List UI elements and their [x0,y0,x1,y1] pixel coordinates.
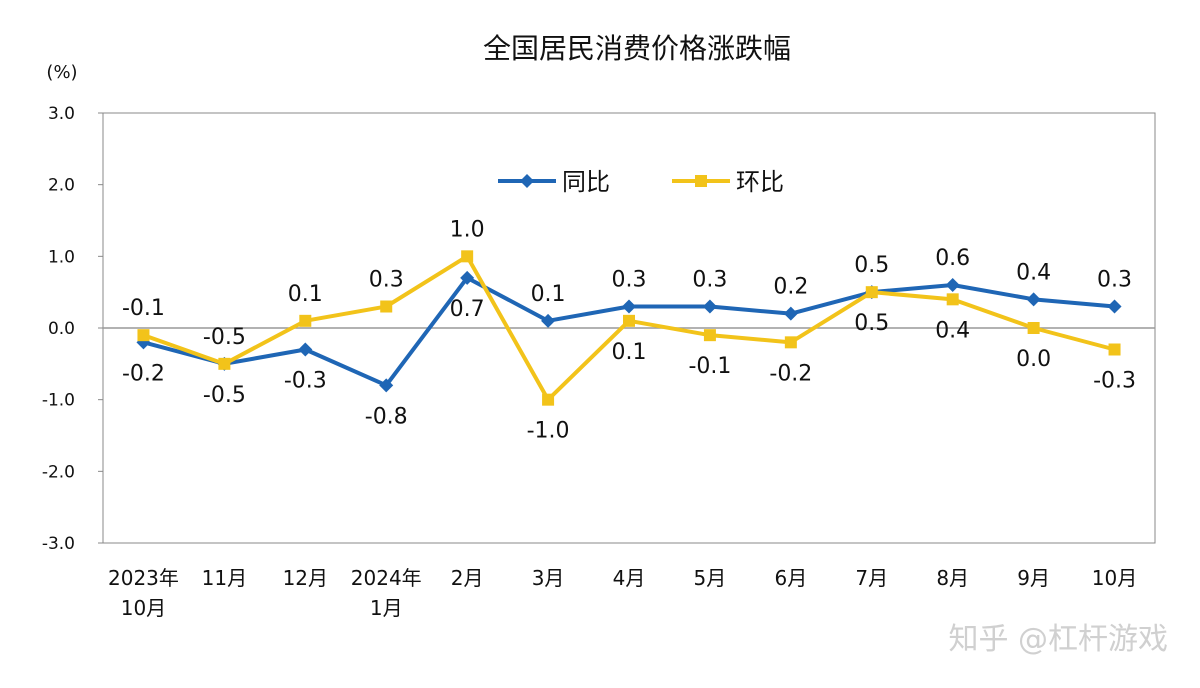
data-label: 0.6 [935,246,970,271]
series-point-0 [622,299,636,314]
data-label: 0.3 [1097,268,1132,293]
y-tick-label: 1.0 [48,247,75,267]
data-label: 0.5 [854,253,889,278]
data-label: 0.4 [935,318,970,343]
data-label: -0.1 [122,296,165,321]
series-point-0 [702,299,717,314]
series-point-1 [865,286,878,299]
x-tick-label: 5月 [694,566,727,590]
data-label: -0.3 [1093,369,1136,394]
x-tick-label: 2月 [451,566,484,590]
data-label: 0.1 [288,282,323,307]
series-point-1 [137,329,150,342]
x-tick-label: 12月 [283,566,328,590]
data-label: -1.0 [527,419,570,444]
data-label: 0.5 [854,311,889,336]
y-tick-label: 3.0 [48,104,75,124]
legend-marker-1 [695,175,707,187]
series-point-0 [1107,299,1122,314]
series-point-1 [380,300,393,313]
data-label: 0.3 [612,268,647,293]
data-label: 0.1 [612,340,647,365]
data-label: -0.2 [122,361,165,386]
data-label: 0.1 [531,282,566,307]
legend-label: 环比 [736,168,784,196]
y-axis-unit: (%) [46,62,77,83]
x-tick-label: 2024年 [351,566,422,590]
y-tick-label: 0.0 [48,319,75,339]
x-tick-label: 10月 [121,596,166,620]
series-point-1 [218,357,231,370]
y-tick-label: -1.0 [42,391,75,411]
series-point-0 [541,313,556,328]
series-point-1 [623,314,635,327]
series-point-1 [461,250,474,263]
x-tick-label: 1月 [370,596,403,620]
x-tick-label: 8月 [936,566,969,590]
x-tick-label: 6月 [774,566,807,590]
series-point-0 [945,278,960,292]
x-tick-label: 2023年 [108,566,179,590]
x-tick-label: 7月 [855,566,888,590]
data-label: 0.3 [369,268,404,293]
y-tick-label: -2.0 [42,462,75,482]
x-tick-label: 3月 [532,566,565,590]
watermark: 知乎 @杠杆游戏 [948,622,1168,657]
series-point-1 [784,336,797,349]
data-label: -0.1 [688,354,731,379]
data-label: 0.3 [692,268,727,293]
series-point-0 [298,342,313,357]
data-label: -0.8 [365,404,408,429]
series-point-0 [783,306,798,321]
legend-label: 同比 [562,168,610,196]
series-point-0 [379,378,394,393]
series-point-1 [1027,322,1040,334]
x-tick-label: 11月 [202,566,247,590]
data-label: 1.0 [450,217,485,242]
x-tick-label: 9月 [1017,566,1050,590]
y-tick-label: 2.0 [48,176,75,196]
series-point-1 [946,293,959,306]
series-point-1 [299,314,312,327]
series-point-0 [460,270,475,285]
data-label: -0.5 [203,383,246,408]
x-tick-label: 4月 [613,566,646,590]
series-point-1 [542,393,555,406]
data-label: 0.4 [1016,260,1051,285]
data-label: 0.7 [450,297,485,322]
y-tick-label: -3.0 [42,534,75,554]
data-label: -0.3 [284,369,327,394]
x-tick-label: 10月 [1092,566,1137,590]
legend-marker-0 [520,174,534,188]
data-label: 0.0 [1016,347,1051,372]
data-label: -0.5 [203,325,246,350]
series-point-1 [703,329,716,342]
series-point-1 [1108,343,1121,356]
chart-title: 全国居民消费价格涨跌幅 [483,32,791,65]
series-point-0 [1026,292,1041,307]
data-label: -0.2 [769,361,812,386]
data-label: 0.2 [773,275,808,300]
